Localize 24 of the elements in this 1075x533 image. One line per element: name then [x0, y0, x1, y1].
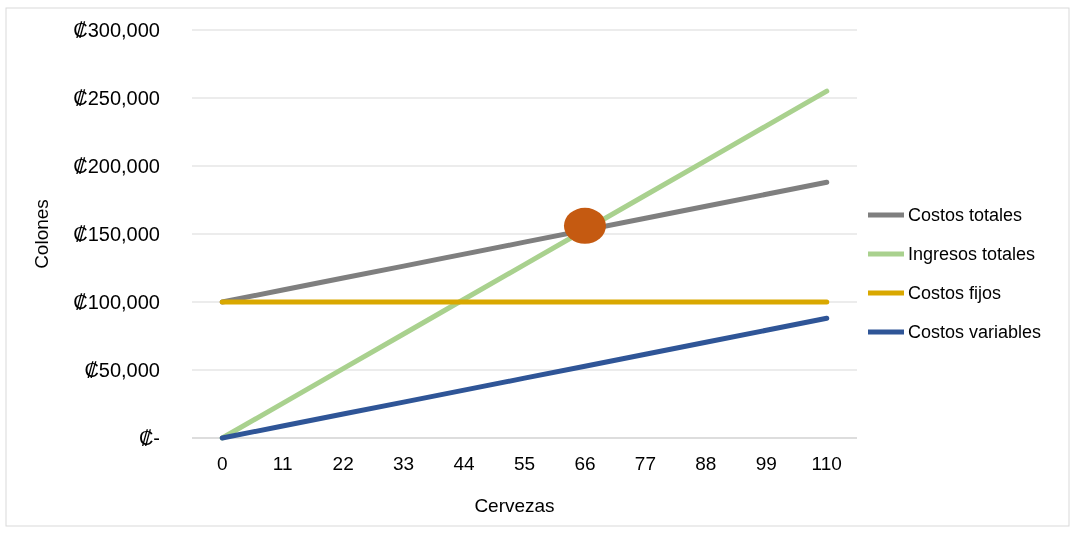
x-tick-label: 33	[393, 453, 415, 474]
y-tick-label: ₡300,000	[73, 19, 160, 41]
y-tick-label: ₡-	[138, 427, 160, 449]
x-tick-label: 77	[634, 453, 656, 474]
x-tick-label: 0	[216, 453, 228, 474]
x-axis-title: Cervezas	[474, 495, 555, 516]
x-tick-label: 99	[755, 453, 777, 474]
x-tick-label: 110	[811, 453, 842, 474]
y-tick-label: ₡100,000	[73, 291, 160, 313]
x-tick-label: 44	[453, 453, 476, 474]
legend-label: Costos fijos	[908, 283, 1002, 304]
legend-label: Costos variables	[908, 322, 1042, 343]
x-tick-label: 66	[574, 453, 596, 474]
x-tick-label: 11	[272, 453, 293, 474]
y-axis-title: Colones	[31, 199, 52, 269]
y-tick-label: ₡200,000	[73, 155, 160, 177]
y-tick-label: ₡250,000	[73, 87, 160, 109]
y-tick-label: ₡150,000	[73, 223, 160, 245]
x-tick-label: 22	[332, 453, 354, 474]
legend-label: Ingresos totales	[908, 244, 1036, 265]
y-tick-label: ₡50,000	[84, 359, 160, 381]
x-tick-label: 88	[695, 453, 717, 474]
x-tick-label: 55	[513, 453, 536, 474]
legend-label: Costos totales	[908, 205, 1023, 226]
